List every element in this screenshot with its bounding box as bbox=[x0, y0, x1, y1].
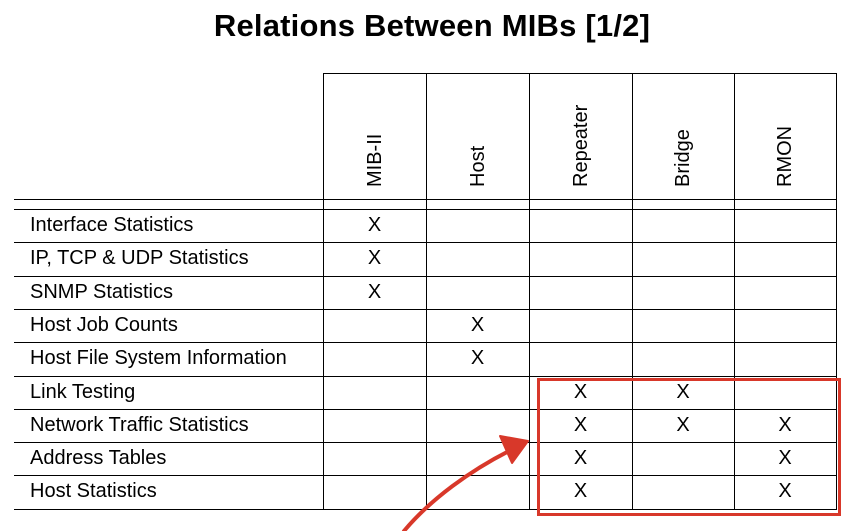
column-border bbox=[323, 73, 324, 510]
check-mark: X bbox=[470, 313, 485, 336]
check-mark: X bbox=[573, 447, 588, 470]
row-label: Host Job Counts bbox=[30, 313, 178, 336]
check-mark: X bbox=[573, 480, 588, 503]
row-border bbox=[14, 342, 837, 343]
column-border bbox=[836, 73, 837, 510]
highlight-box bbox=[537, 378, 841, 516]
check-mark: X bbox=[573, 380, 588, 403]
page-title: Relations Between MIBs [1/2] bbox=[213, 8, 651, 43]
row-border bbox=[14, 409, 837, 410]
row-label: Host Statistics bbox=[30, 480, 157, 503]
column-border bbox=[426, 73, 427, 510]
row-border bbox=[14, 242, 837, 243]
check-mark: X bbox=[367, 280, 382, 303]
column-header-mib-ii: MIB-II bbox=[363, 133, 386, 187]
check-mark: X bbox=[470, 347, 485, 370]
column-border bbox=[632, 73, 633, 510]
check-mark: X bbox=[367, 247, 382, 270]
row-border bbox=[14, 376, 837, 377]
header-bottom-border bbox=[14, 199, 837, 200]
row-label: Interface Statistics bbox=[30, 214, 194, 236]
column-header-bridge: Bridge bbox=[672, 129, 694, 187]
check-mark: X bbox=[676, 413, 690, 436]
row-label: Link Testing bbox=[30, 380, 136, 403]
column-header-host: Host bbox=[466, 145, 489, 187]
row-label: SNMP Statistics bbox=[30, 280, 173, 303]
row-border bbox=[14, 309, 837, 310]
row-border bbox=[14, 276, 837, 277]
check-mark: X bbox=[778, 447, 792, 470]
row-border bbox=[14, 442, 837, 443]
row-border bbox=[14, 209, 837, 210]
header-top-border bbox=[323, 73, 837, 74]
row-label: IP, TCP & UDP Statistics bbox=[30, 247, 249, 270]
check-mark: X bbox=[778, 480, 792, 503]
check-mark: X bbox=[778, 413, 792, 436]
column-header-repeater: Repeater bbox=[569, 104, 592, 187]
column-border bbox=[734, 73, 735, 510]
check-mark: X bbox=[676, 380, 690, 403]
row-label: Host File System Information bbox=[30, 347, 287, 370]
check-mark: X bbox=[573, 413, 588, 436]
column-header-rmon: RMON bbox=[774, 125, 796, 187]
column-border bbox=[529, 73, 530, 510]
row-label: Network Traffic Statistics bbox=[30, 413, 249, 436]
row-label: Address Tables bbox=[30, 447, 167, 470]
check-mark: X bbox=[367, 214, 382, 236]
